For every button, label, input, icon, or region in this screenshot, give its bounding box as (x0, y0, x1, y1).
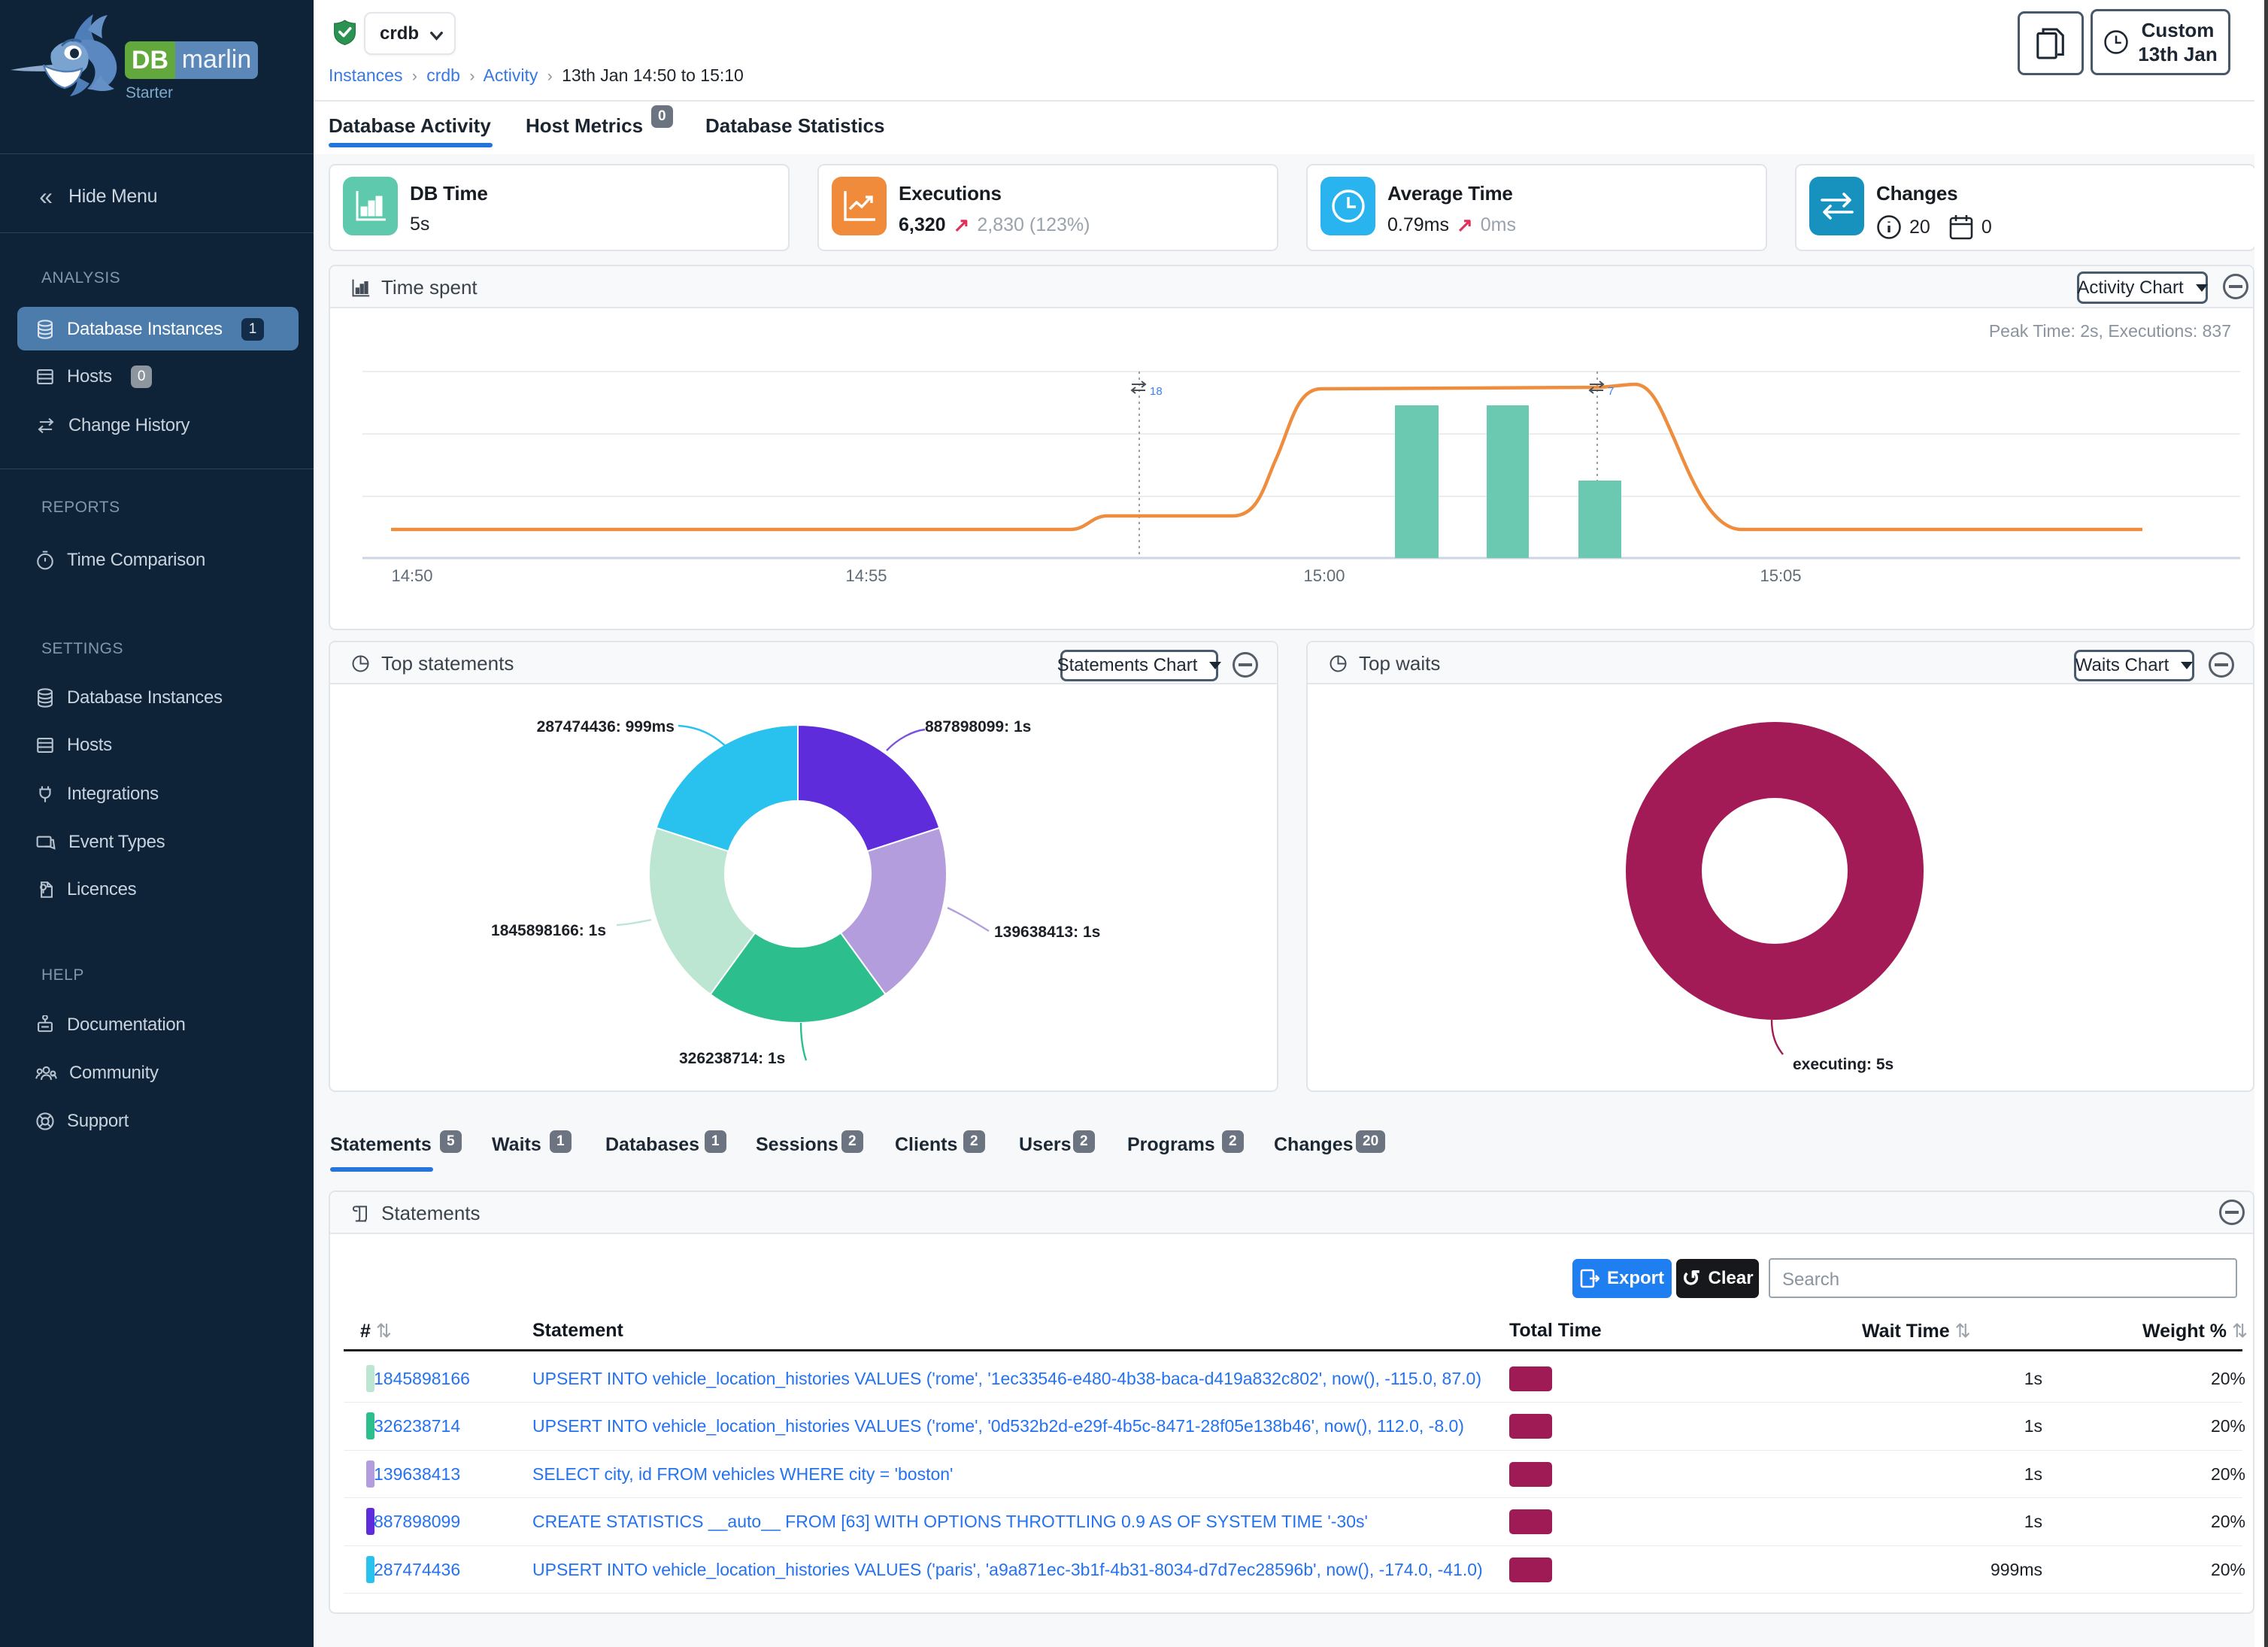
svg-text:1845898166: 1s: 1845898166: 1s (491, 922, 606, 939)
svg-text:7: 7 (1608, 385, 1614, 398)
svg-text:287474436: 999ms: 287474436: 999ms (537, 718, 675, 736)
svg-text:executing: 5s: executing: 5s (1793, 1056, 1894, 1073)
svg-text:326238714: 1s: 326238714: 1s (679, 1050, 785, 1067)
svg-text:18: 18 (1150, 385, 1163, 398)
svg-text:15:00: 15:00 (1303, 566, 1345, 585)
svg-text:15:05: 15:05 (1760, 566, 1801, 585)
svg-text:14:55: 14:55 (845, 566, 887, 585)
svg-text:14:50: 14:50 (391, 566, 432, 585)
svg-text:139638413: 1s: 139638413: 1s (994, 924, 1100, 941)
svg-text:Peak Time: 2s, Executions: 837: Peak Time: 2s, Executions: 837 (1989, 321, 2231, 341)
svg-text:887898099: 1s: 887898099: 1s (925, 718, 1031, 736)
